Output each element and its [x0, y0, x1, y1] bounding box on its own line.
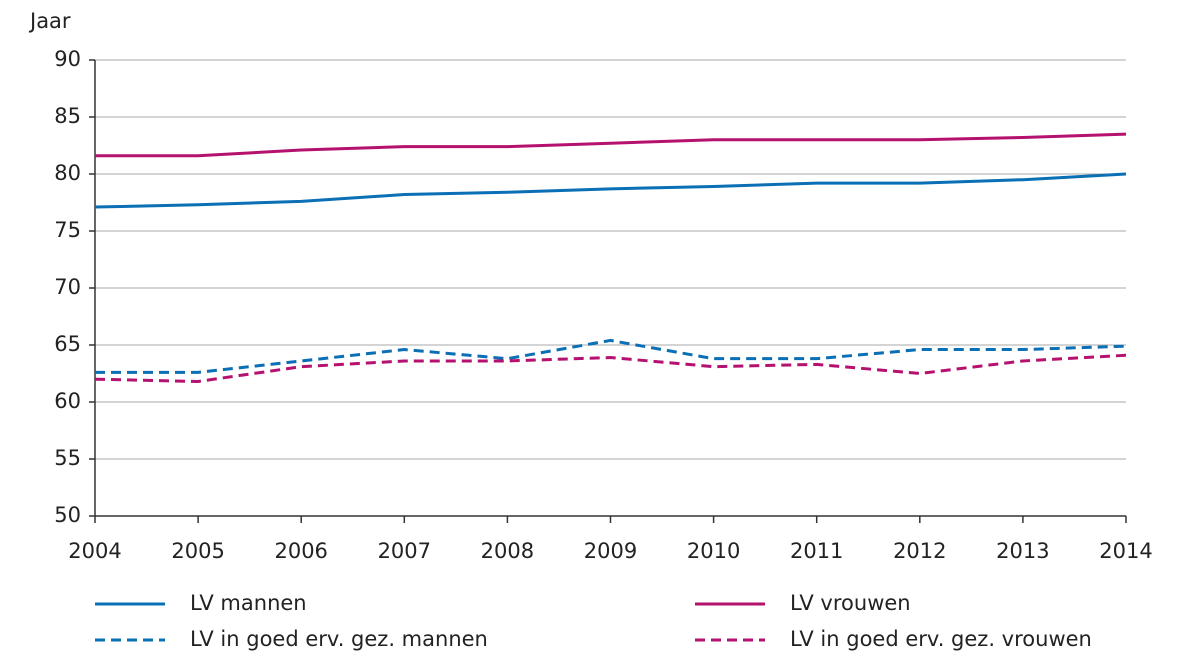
x-tick-label: 2011 — [790, 539, 843, 563]
line-series — [95, 338, 1127, 374]
y-tick-label: 90 — [54, 47, 81, 71]
y-tick-label: 50 — [54, 503, 81, 527]
legend-label: LV in goed erv. gez. vrouwen — [790, 627, 1092, 651]
legend-label: LV mannen — [190, 591, 307, 615]
y-tick-label: 65 — [54, 332, 81, 356]
y-tick-label: 55 — [54, 446, 81, 470]
y-tick-label: 85 — [54, 104, 81, 128]
x-tick-label: 2010 — [687, 539, 740, 563]
y-tick-label: 80 — [54, 161, 81, 185]
x-tick-label: 2008 — [481, 539, 534, 563]
x-tick-label: 2009 — [584, 539, 637, 563]
y-axis-label: Jaar — [28, 9, 71, 33]
x-tick-label: 2014 — [1099, 539, 1152, 563]
y-tick-label: 70 — [54, 275, 81, 299]
legend-label: LV in goed erv. gez. mannen — [190, 627, 488, 651]
y-tick-label: 60 — [54, 389, 81, 413]
y-tick-label: 75 — [54, 218, 81, 242]
x-tick-label: 2012 — [893, 539, 946, 563]
x-tick-label: 2013 — [996, 539, 1049, 563]
legend-label: LV vrouwen — [790, 591, 911, 615]
x-tick-label: 2004 — [68, 539, 121, 563]
line-series — [94, 353, 1127, 383]
x-tick-label: 2007 — [378, 539, 431, 563]
line-series — [95, 132, 1127, 158]
x-tick-label: 2005 — [171, 539, 224, 563]
line-series — [94, 172, 1127, 209]
x-tick-label: 2006 — [274, 539, 327, 563]
